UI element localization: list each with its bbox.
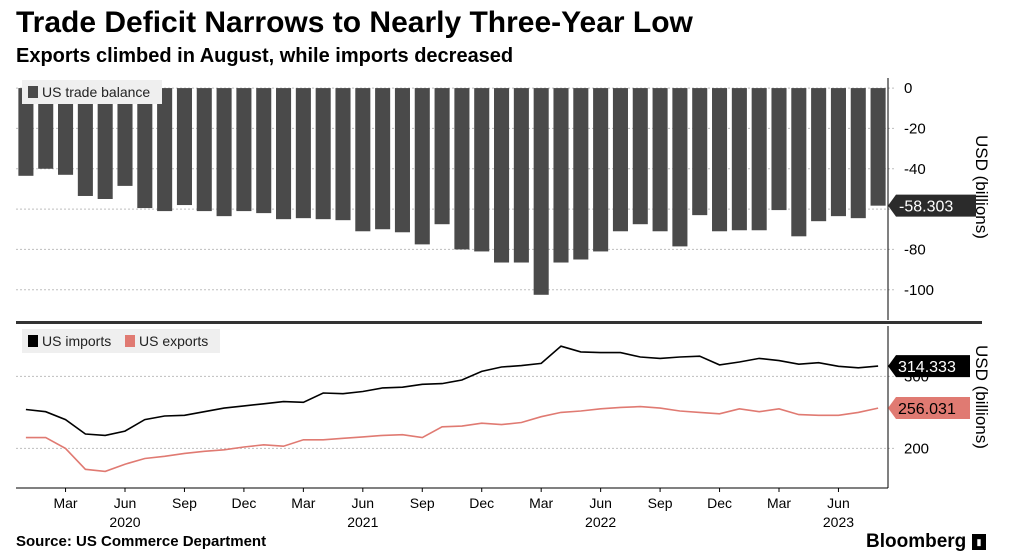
- balance-bar: [652, 88, 668, 232]
- exports-legend-label: US exports: [139, 333, 208, 349]
- bottom-legend-box: [22, 329, 220, 353]
- balance-bar: [97, 88, 113, 199]
- balance-bar: [553, 88, 569, 263]
- x-month-label: Mar: [291, 495, 315, 511]
- bottom-y-axis-label: USD (billions): [972, 345, 991, 449]
- x-month-label: Dec: [707, 495, 732, 511]
- brand-logo: Bloomberg: [866, 531, 967, 552]
- balance-bar: [850, 88, 866, 219]
- balance-bar: [434, 88, 450, 225]
- balance-bar: [315, 88, 331, 220]
- balance-bar: [295, 88, 311, 219]
- x-month-label: Sep: [410, 495, 435, 511]
- top-legend-label: US trade balance: [42, 84, 150, 100]
- panel-divider: [16, 321, 982, 324]
- exports-legend-swatch: [125, 335, 135, 347]
- x-month-label: Jun: [827, 495, 850, 511]
- top-legend-swatch: [28, 86, 38, 98]
- balance-bar: [256, 88, 272, 214]
- balance-bar: [533, 88, 549, 295]
- top-y-axis-label: USD (billions): [972, 135, 991, 239]
- balance-bar: [375, 88, 391, 230]
- x-month-label: Jun: [114, 495, 137, 511]
- imports-legend-label: US imports: [42, 333, 111, 349]
- top-tick-label: -100: [904, 282, 934, 299]
- balance-bar: [593, 88, 609, 252]
- balance-bar: [731, 88, 747, 231]
- terminal-icon: ▮: [972, 534, 986, 550]
- x-month-label: Dec: [469, 495, 494, 511]
- balance-bar: [494, 88, 510, 263]
- chart-title: Trade Deficit Narrows to Nearly Three-Ye…: [16, 6, 693, 39]
- x-month-label: Sep: [648, 495, 673, 511]
- balance-bar: [335, 88, 351, 221]
- x-year-label: 2023: [823, 514, 854, 530]
- balance-bar: [137, 88, 153, 209]
- balance-bar: [38, 88, 54, 169]
- balance-bar: [77, 88, 93, 196]
- balance-bar: [830, 88, 846, 217]
- top-tick-label: -20: [904, 120, 926, 137]
- balance-bar: [196, 88, 212, 212]
- balance-bar: [791, 88, 807, 237]
- balance-bar: [751, 88, 767, 231]
- source-note: Source: US Commerce Department: [16, 533, 267, 550]
- balance-bar: [712, 88, 728, 232]
- top-tick-label: 0: [904, 80, 912, 97]
- exports-last-value-box: [888, 397, 970, 420]
- balance-bar: [870, 88, 886, 206]
- x-year-label: 2020: [109, 514, 140, 530]
- imports-last-value-box: [888, 355, 970, 378]
- bottom-tick-label: 200: [904, 440, 929, 457]
- top-legend-box: [22, 80, 162, 104]
- chart-subtitle: Exports climbed in August, while imports…: [16, 45, 514, 67]
- balance-bar: [632, 88, 648, 225]
- balance-bar: [573, 88, 589, 260]
- balance-bar: [176, 88, 192, 206]
- imports-legend-swatch: [28, 335, 38, 347]
- balance-bar: [513, 88, 529, 263]
- imports-last-value: 314.333: [898, 359, 956, 376]
- balance-bar: [672, 88, 688, 247]
- balance-bar: [612, 88, 628, 232]
- x-year-label: 2021: [347, 514, 378, 530]
- exports-last-value: 256.031: [898, 401, 956, 418]
- balance-last-value: -58.303: [899, 199, 953, 216]
- balance-bar: [216, 88, 232, 217]
- balance-bar: [692, 88, 708, 216]
- x-month-label: Sep: [172, 495, 197, 511]
- balance-bar: [771, 88, 787, 211]
- x-month-label: Mar: [53, 495, 77, 511]
- balance-bar: [58, 88, 74, 175]
- balance-bar: [474, 88, 490, 252]
- top-tick-label: -80: [904, 241, 926, 258]
- x-month-label: Jun: [352, 495, 375, 511]
- top-tick-label: -40: [904, 161, 926, 178]
- balance-bar: [157, 88, 173, 212]
- balance-bar: [18, 88, 34, 176]
- balance-bar: [811, 88, 827, 222]
- balance-bar: [117, 88, 133, 186]
- x-month-label: Jun: [589, 495, 612, 511]
- x-month-label: Mar: [767, 495, 791, 511]
- imports-line: [25, 345, 879, 437]
- balance-bar: [276, 88, 292, 220]
- balance-last-value-box: [888, 194, 976, 217]
- balance-bar: [454, 88, 470, 250]
- x-month-label: Dec: [231, 495, 256, 511]
- balance-bar: [414, 88, 430, 245]
- x-year-label: 2022: [585, 514, 616, 530]
- balance-bar: [236, 88, 252, 212]
- x-month-label: Mar: [529, 495, 553, 511]
- balance-bar: [355, 88, 371, 232]
- balance-bar: [394, 88, 410, 233]
- exports-line: [25, 405, 879, 473]
